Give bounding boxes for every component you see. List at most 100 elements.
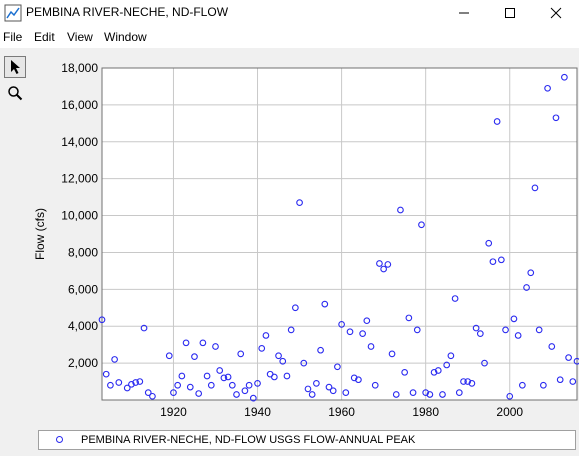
data-point[interactable] xyxy=(355,376,362,384)
data-point[interactable] xyxy=(140,324,148,332)
data-point[interactable] xyxy=(527,269,535,277)
data-point[interactable] xyxy=(506,392,514,400)
data-point[interactable] xyxy=(468,380,476,387)
data-point[interactable] xyxy=(451,295,459,302)
data-point[interactable] xyxy=(115,379,123,386)
data-point[interactable] xyxy=(207,381,215,389)
data-point[interactable] xyxy=(552,114,560,122)
data-point[interactable] xyxy=(199,339,207,347)
data-point[interactable] xyxy=(98,316,106,324)
data-point[interactable] xyxy=(270,373,278,381)
data-point[interactable] xyxy=(149,392,156,400)
data-point[interactable] xyxy=(170,389,177,396)
data-point[interactable] xyxy=(212,343,219,350)
data-point[interactable] xyxy=(380,265,387,273)
data-point[interactable] xyxy=(258,345,266,352)
data-point[interactable] xyxy=(476,330,484,337)
data-point[interactable] xyxy=(548,343,556,350)
data-point[interactable] xyxy=(346,328,354,336)
data-point[interactable] xyxy=(439,391,446,398)
data-point[interactable] xyxy=(455,389,463,396)
data-point[interactable] xyxy=(430,368,438,376)
data-point[interactable] xyxy=(481,359,488,367)
minimize-button[interactable] xyxy=(441,0,487,26)
data-point[interactable] xyxy=(186,383,194,391)
data-point[interactable] xyxy=(220,374,228,382)
data-point[interactable] xyxy=(254,380,261,387)
data-point[interactable] xyxy=(165,352,173,360)
data-point[interactable] xyxy=(287,326,295,334)
data-point[interactable] xyxy=(262,332,270,339)
data-point[interactable] xyxy=(107,381,114,389)
data-point[interactable] xyxy=(510,315,518,323)
data-point[interactable] xyxy=(317,346,324,354)
data-point[interactable] xyxy=(531,184,539,192)
data-point[interactable] xyxy=(460,378,467,385)
data-point[interactable] xyxy=(308,391,316,398)
data-point[interactable] xyxy=(283,372,291,380)
close-button[interactable] xyxy=(533,0,579,26)
data-point[interactable] xyxy=(304,385,312,393)
data-point[interactable] xyxy=(485,239,493,247)
menu-view[interactable]: View xyxy=(67,30,93,44)
data-point[interactable] xyxy=(300,359,308,367)
data-point[interactable] xyxy=(544,84,551,92)
data-point[interactable] xyxy=(367,343,375,350)
data-point[interactable] xyxy=(573,357,579,365)
data-point[interactable] xyxy=(392,391,400,398)
data-point[interactable] xyxy=(409,389,417,396)
data-point[interactable] xyxy=(279,357,287,365)
data-point[interactable] xyxy=(472,324,480,332)
data-point[interactable] xyxy=(405,314,413,322)
menu-file[interactable]: File xyxy=(3,30,23,44)
data-point[interactable] xyxy=(237,350,245,358)
data-point[interactable] xyxy=(422,389,430,396)
data-point[interactable] xyxy=(388,350,396,358)
data-point[interactable] xyxy=(519,381,526,389)
data-point[interactable] xyxy=(275,352,282,360)
data-point[interactable] xyxy=(216,367,224,374)
data-point[interactable] xyxy=(535,326,543,334)
scatter-chart[interactable]: 2,000 4,000 6,000 8,000 10,000 12,000 14,000 16… xyxy=(30,52,579,430)
data-point[interactable] xyxy=(128,380,135,388)
data-point[interactable] xyxy=(401,368,409,376)
data-point[interactable] xyxy=(489,258,497,266)
data-point[interactable] xyxy=(144,389,152,396)
data-point[interactable] xyxy=(174,381,182,389)
data-point[interactable] xyxy=(178,372,186,380)
data-point[interactable] xyxy=(523,284,530,291)
data-point[interactable] xyxy=(132,379,139,386)
data-point[interactable] xyxy=(228,381,236,389)
zoom-tool-button[interactable] xyxy=(4,82,26,104)
data-point[interactable] xyxy=(224,373,232,381)
data-point[interactable] xyxy=(203,372,211,380)
data-point[interactable] xyxy=(514,332,522,339)
data-point[interactable] xyxy=(249,394,257,402)
data-point[interactable] xyxy=(443,361,451,369)
data-point[interactable] xyxy=(502,326,509,334)
data-point[interactable] xyxy=(371,381,379,389)
data-point[interactable] xyxy=(342,389,350,396)
pointer-tool-button[interactable] xyxy=(4,56,26,78)
menu-edit[interactable]: Edit xyxy=(34,30,55,44)
data-point[interactable] xyxy=(434,367,442,374)
data-point[interactable] xyxy=(384,261,392,268)
data-point[interactable] xyxy=(363,317,371,325)
data-point[interactable] xyxy=(334,363,341,371)
data-point[interactable] xyxy=(195,390,203,397)
data-point[interactable] xyxy=(426,391,434,398)
menu-window[interactable]: Window xyxy=(104,30,147,44)
data-point[interactable] xyxy=(321,300,329,308)
data-point[interactable] xyxy=(296,199,303,206)
data-point[interactable] xyxy=(191,353,198,361)
data-point[interactable] xyxy=(123,384,131,392)
data-point[interactable] xyxy=(464,378,472,385)
data-point[interactable] xyxy=(233,391,240,398)
data-point[interactable] xyxy=(447,352,455,360)
data-point[interactable] xyxy=(245,381,253,389)
maximize-button[interactable] xyxy=(487,0,533,26)
data-point[interactable] xyxy=(329,387,337,395)
data-point[interactable] xyxy=(136,378,144,385)
data-point[interactable] xyxy=(569,378,577,385)
data-point[interactable] xyxy=(182,339,190,347)
